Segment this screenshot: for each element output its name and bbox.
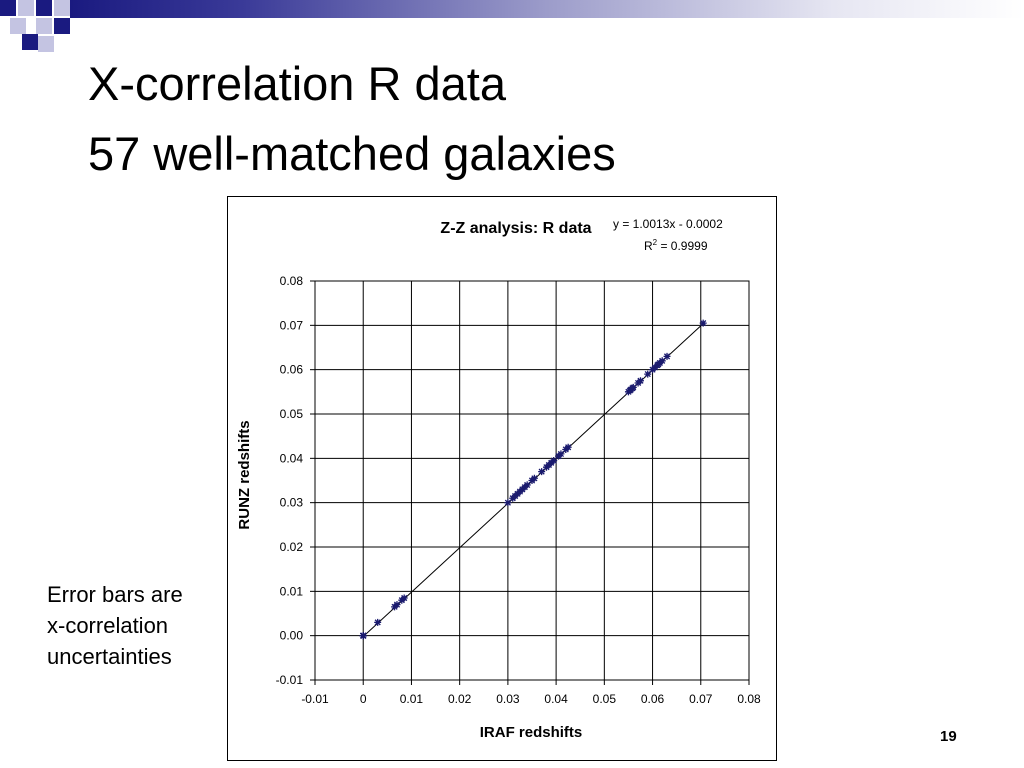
decor-square-7 [54, 18, 70, 34]
data-point [374, 618, 382, 626]
scatter-chart: -0.01 0 0.01 0.02 0.03 0.04 0.05 0.06 0.07 0.08 -0… [236, 217, 761, 741]
x-tick-label: 0.06 [641, 692, 665, 706]
x-tick-label: 0.04 [544, 692, 568, 706]
x-tick-label: 0.07 [689, 692, 713, 706]
slide-title-line2: 57 well-matched galaxies [88, 127, 616, 180]
side-note: Error bars are x-correlation uncertainti… [47, 579, 183, 672]
x-tick-label: 0.08 [737, 692, 761, 706]
x-tick-label: 0 [360, 692, 367, 706]
y-tick-label: 0.01 [280, 584, 304, 598]
y-tick-label: 0.00 [280, 629, 304, 643]
decor-square-3 [36, 0, 52, 16]
grid-lines [310, 280, 750, 685]
x-tick-label: 0.03 [496, 692, 520, 706]
decor-square-4 [54, 0, 70, 16]
decor-square-6 [36, 18, 52, 34]
y-tick-label: 0.05 [280, 407, 304, 421]
data-point [658, 357, 666, 365]
decor-square-8 [22, 34, 38, 50]
data-point [629, 383, 637, 391]
y-tick-label: 0.07 [280, 318, 304, 332]
x-tick-label: 0.05 [593, 692, 617, 706]
data-point [663, 352, 671, 360]
decor-square-5 [10, 18, 26, 34]
chart-frame: -0.01 0 0.01 0.02 0.03 0.04 0.05 0.06 0.07 0.08 -0… [227, 196, 777, 761]
y-tick-label: -0.01 [276, 673, 304, 687]
data-point [523, 481, 531, 489]
data-point [564, 443, 572, 451]
data-point [538, 468, 546, 476]
y-tick-label: 0.02 [280, 540, 304, 554]
x-tick-label: -0.01 [301, 692, 329, 706]
header-gradient-bar [70, 0, 1024, 18]
decor-square-2 [18, 0, 34, 16]
data-point [557, 450, 565, 458]
slide-title-line1: X-correlation R data [88, 57, 506, 110]
data-point [550, 457, 558, 465]
data-point [359, 632, 367, 640]
side-note-line: x-correlation [47, 613, 169, 638]
r-squared-label: R2 = 0.9999 [644, 238, 708, 253]
chart-title: Z-Z analysis: R data [440, 220, 591, 237]
x-tick-label: 0.02 [448, 692, 472, 706]
page-number: 19 [940, 728, 957, 745]
r-squared-prefix: R [644, 239, 653, 253]
data-point [393, 601, 401, 609]
data-point [637, 377, 644, 385]
decor-square-1 [0, 0, 16, 16]
tick-labels: -0.01 0 0.01 0.02 0.03 0.04 0.05 0.06 0.07 0.08 -0… [276, 274, 761, 706]
data-point [644, 370, 652, 378]
trendline-equation: y = 1.0013x - 0.0002 [613, 217, 723, 231]
y-axis-label: RUNZ redshifts [236, 420, 253, 529]
r-squared-sup: 2 [653, 238, 658, 247]
x-tick-label: 0.01 [400, 692, 424, 706]
decor-square-9 [38, 36, 54, 52]
data-point [504, 499, 512, 507]
data-point [530, 474, 538, 482]
r-squared-value: = 0.9999 [657, 239, 708, 253]
data-point [400, 594, 408, 602]
side-note-line: Error bars are [47, 582, 183, 607]
y-tick-label: 0.08 [280, 274, 304, 288]
data-points [359, 319, 707, 640]
side-note-line: uncertainties [47, 644, 172, 669]
data-point [699, 319, 707, 327]
x-axis-label: IRAF redshifts [480, 724, 583, 741]
y-tick-label: 0.04 [280, 451, 304, 465]
y-tick-label: 0.03 [280, 496, 304, 510]
y-tick-label: 0.06 [280, 363, 304, 377]
